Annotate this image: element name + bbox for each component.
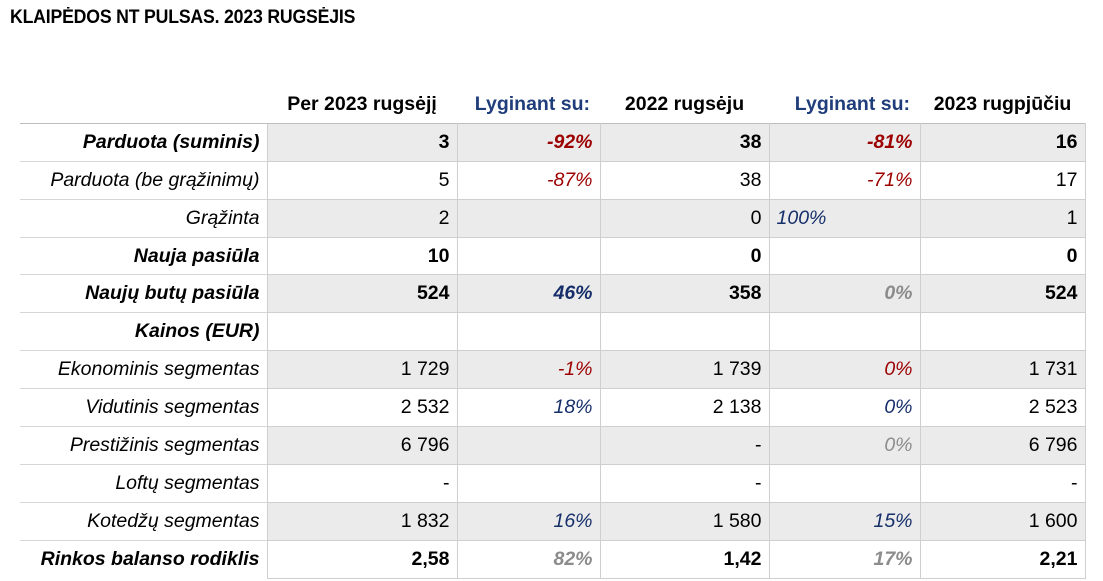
row-label: Nauja pasiūla xyxy=(20,236,267,275)
row-label: Vidutinis segmentas xyxy=(20,388,267,427)
cell-change-vs-last-year: 46% xyxy=(456,274,601,314)
cell-change-vs-last-year: -87% xyxy=(456,160,601,200)
cell-last-month-value: - xyxy=(919,463,1086,503)
cell-change-vs-last-year: 16% xyxy=(456,501,601,541)
cell-change-vs-last-month: 17% xyxy=(768,539,921,579)
row-label: Rinkos balanso rodiklis xyxy=(20,539,267,579)
cell-change-vs-last-year: -92% xyxy=(456,122,601,162)
table-row: Parduota (be grąžinimų) 5 -87% 38 -71% 17 xyxy=(20,160,1086,200)
cell-last-month-value: 524 xyxy=(919,274,1086,314)
cell-change-vs-last-month: 100% xyxy=(768,198,921,238)
table-row: Prestižinis segmentas 6 796-0% 6 796 xyxy=(20,426,1086,465)
cell-period-value: 1 832 xyxy=(266,501,458,541)
cell-last-year-value: 1,42 xyxy=(599,539,770,579)
cell-change-vs-last-year xyxy=(456,198,601,238)
table-row: Nauja pasiūla 10 0 0 xyxy=(20,236,1086,276)
table-row: Loftų segmentas - - - xyxy=(20,463,1086,503)
cell-change-vs-last-year: 18% xyxy=(456,388,601,428)
col-header-compare-2: Lyginant su: xyxy=(794,92,910,115)
cell-change-vs-last-month xyxy=(768,463,921,503)
table-row: Naujų butų pasiūla 524 46% 358 0% 524 xyxy=(20,274,1086,314)
row-label: Kainos (EUR) xyxy=(20,312,267,351)
cell-change-vs-last-year xyxy=(456,426,601,465)
cell-last-month-value: 1 731 xyxy=(919,350,1086,390)
cell-change-vs-last-month: -81% xyxy=(768,122,921,162)
cell-last-year-value: 38 xyxy=(599,160,770,200)
cell-period-value: 3 xyxy=(266,122,458,162)
table-row: Grąžinta 2 0 100% 1 xyxy=(20,198,1086,238)
row-label: Ekonominis segmentas xyxy=(20,350,267,389)
table-row: Parduota (suminis) 3 -92% 38 -81% 16 xyxy=(20,122,1086,162)
col-header-compare-1: Lyginant su: xyxy=(474,92,590,115)
header-row: Per 2023 rugsėjį Lyginant su: 2022 rugsė… xyxy=(20,86,1085,123)
col-header-last-year: 2022 rugsėju xyxy=(624,92,745,115)
row-label: Naujų butų pasiūla xyxy=(20,274,267,313)
cell-last-year-value: - xyxy=(599,463,770,503)
table-row: Vidutinis segmentas 2 532 18% 2 138 0% 2 523 xyxy=(20,388,1086,428)
cell-change-vs-last-month: -71% xyxy=(768,160,921,200)
cell-last-year-value: 38 xyxy=(599,122,770,162)
row-label: Parduota (suminis) xyxy=(20,122,267,162)
cell-period-value: 2 xyxy=(266,198,458,238)
cell-last-month-value: 1 xyxy=(919,198,1086,238)
cell-change-vs-last-month: 15% xyxy=(768,501,921,541)
cell-last-month-value: 16 xyxy=(919,122,1086,162)
cell-period-value: 524 xyxy=(266,274,458,314)
row-label: Loftų segmentas xyxy=(20,463,267,503)
row-label: Parduota (be grąžinimų) xyxy=(20,160,267,200)
cell-period-value: 5 xyxy=(266,160,458,200)
col-header-last-month: 2023 rugpjūčiu xyxy=(933,92,1072,115)
cell-change-vs-last-month: 0% xyxy=(768,274,921,314)
report-title: KLAIPĖDOS NT PULSAS. 2023 RUGSĖJIS xyxy=(10,7,356,28)
cell-change-vs-last-month: 0% xyxy=(768,350,921,390)
cell-last-year-value: 2 138 xyxy=(599,388,770,428)
cell-last-month-value xyxy=(919,312,1086,352)
cell-last-month-value: 2 523 xyxy=(919,388,1086,428)
cell-change-vs-last-year: -1% xyxy=(456,350,601,390)
market-pulse-table: Per 2023 rugsėjį Lyginant su: 2022 rugsė… xyxy=(20,86,1086,579)
cell-period-value: 10 xyxy=(266,236,458,276)
cell-last-year-value: 1 739 xyxy=(599,350,770,390)
cell-last-month-value: 0 xyxy=(919,236,1086,276)
cell-last-year-value: 0 xyxy=(599,236,770,276)
cell-last-month-value: 17 xyxy=(919,160,1086,200)
cell-change-vs-last-month: 0% xyxy=(768,388,921,428)
cell-last-year-value xyxy=(599,312,770,352)
cell-last-month-value: 6 796 xyxy=(919,426,1086,465)
col-header-period: Per 2023 rugsėjį xyxy=(287,92,437,115)
cell-period-value: 2 532 xyxy=(266,388,458,428)
table-row: Kotedžų segmentas 1 832 16% 1 580 15% 1 600 xyxy=(20,501,1086,541)
cell-change-vs-last-year xyxy=(456,312,601,352)
cell-last-year-value: - xyxy=(599,426,770,465)
table-row: Kainos (EUR) xyxy=(20,312,1086,352)
cell-last-year-value: 358 xyxy=(599,274,770,314)
cell-change-vs-last-month xyxy=(768,312,921,352)
table-row: Rinkos balanso rodiklis 2,58 82% 1,42 17% 2,2… xyxy=(20,539,1086,579)
cell-period-value: 2,58 xyxy=(266,539,458,579)
cell-change-vs-last-year: 82% xyxy=(456,539,601,579)
row-label: Grąžinta xyxy=(20,198,267,238)
cell-last-month-value: 2,21 xyxy=(919,539,1086,579)
cell-last-month-value: 1 600 xyxy=(919,501,1086,541)
cell-period-value xyxy=(266,312,458,352)
cell-change-vs-last-month: 0% xyxy=(768,426,921,465)
cell-last-year-value: 0 xyxy=(599,198,770,238)
row-label: Kotedžų segmentas xyxy=(20,501,267,541)
cell-last-year-value: 1 580 xyxy=(599,501,770,541)
table-row: Ekonominis segmentas 1 729 -1% 1 739 0% 1 731 xyxy=(20,350,1086,390)
cell-period-value: - xyxy=(266,463,458,503)
header-corner xyxy=(20,86,267,123)
cell-period-value: 6 796 xyxy=(266,426,458,465)
row-label: Prestižinis segmentas xyxy=(20,426,267,465)
cell-change-vs-last-month xyxy=(768,236,921,276)
cell-change-vs-last-year xyxy=(456,463,601,503)
cell-change-vs-last-year xyxy=(456,236,601,276)
cell-period-value: 1 729 xyxy=(266,350,458,390)
